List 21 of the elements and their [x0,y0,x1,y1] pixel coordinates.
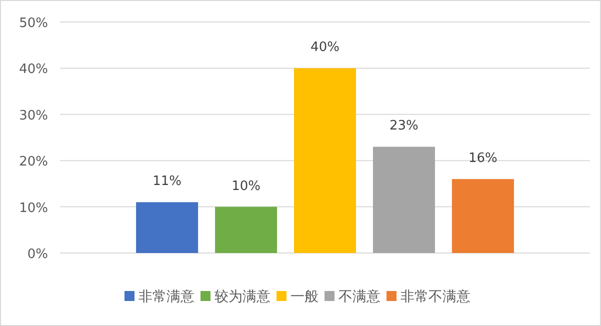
legend-label: 较为满意 [214,289,270,305]
legend-label: 非常不满意 [400,289,470,305]
text: 10% [232,178,260,194]
legend-label: 一般 [290,289,318,305]
y-tick-label: 20% [19,154,48,170]
text: 11% [152,174,182,190]
y-tick-label: 30% [19,108,48,124]
y-tick-label: 50% [19,16,48,31]
bar [215,206,278,253]
y-tick-label: 40% [19,62,48,78]
text: 23% [390,118,418,134]
legend-label: 不满意 [338,289,380,305]
bar [452,179,514,253]
text: 16% [468,151,498,166]
bar [136,202,198,253]
bar [294,68,356,253]
bar [372,146,435,253]
text: 40% [310,40,340,56]
legend-label: 非常满意 [138,289,194,305]
y-tick-label: 0% [27,247,48,262]
y-tick-label: 10% [19,200,48,216]
